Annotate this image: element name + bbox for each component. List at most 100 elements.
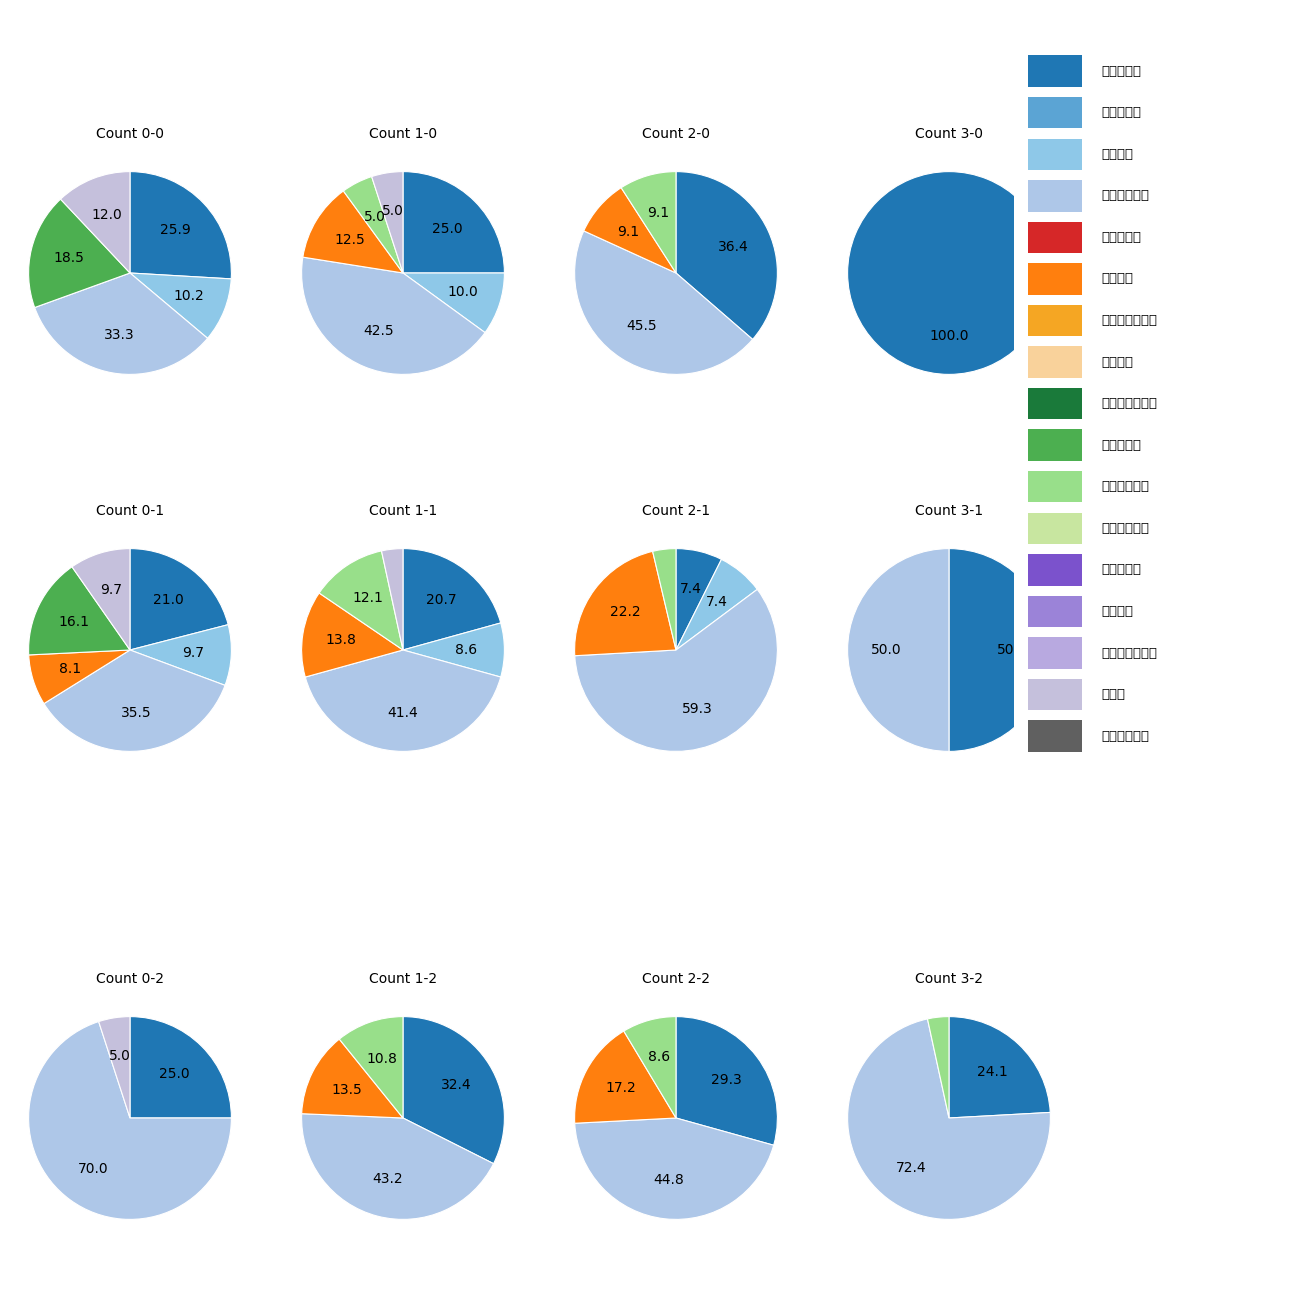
Wedge shape xyxy=(403,273,504,333)
Title: Count 3-0: Count 3-0 xyxy=(915,127,983,140)
Text: 43.2: 43.2 xyxy=(372,1171,403,1186)
Wedge shape xyxy=(676,559,758,650)
Title: Count 0-2: Count 0-2 xyxy=(96,972,164,985)
Text: 9.7: 9.7 xyxy=(182,646,204,660)
Text: 9.7: 9.7 xyxy=(100,582,122,597)
Text: 70.0: 70.0 xyxy=(78,1162,108,1176)
Text: 8.1: 8.1 xyxy=(58,662,81,676)
Wedge shape xyxy=(624,1017,676,1118)
Text: 18.5: 18.5 xyxy=(53,251,84,265)
Text: ストレート: ストレート xyxy=(1101,65,1141,78)
Text: 10.8: 10.8 xyxy=(367,1052,398,1066)
Wedge shape xyxy=(302,1114,494,1219)
Wedge shape xyxy=(72,549,130,650)
Bar xyxy=(1028,679,1082,710)
Text: 20.7: 20.7 xyxy=(425,593,456,607)
Text: 5.0: 5.0 xyxy=(382,204,404,218)
Text: 21.0: 21.0 xyxy=(153,593,183,607)
Text: 59.3: 59.3 xyxy=(682,702,712,716)
Wedge shape xyxy=(61,172,130,273)
Wedge shape xyxy=(403,1017,504,1164)
Text: 10.0: 10.0 xyxy=(447,286,478,299)
Text: 10.2: 10.2 xyxy=(173,290,204,303)
Text: 44.8: 44.8 xyxy=(654,1174,685,1187)
Text: 35.5: 35.5 xyxy=(121,706,152,720)
Bar xyxy=(1028,637,1082,668)
Text: 5.0: 5.0 xyxy=(109,1049,131,1063)
Bar xyxy=(1028,512,1082,545)
Wedge shape xyxy=(403,549,500,650)
Text: カーブ: カーブ xyxy=(1101,688,1126,701)
Text: 25.0: 25.0 xyxy=(159,1066,190,1080)
Wedge shape xyxy=(621,172,676,273)
Text: ナックル: ナックル xyxy=(1101,604,1134,617)
Title: Count 2-2: Count 2-2 xyxy=(642,972,710,985)
Text: 8.6: 8.6 xyxy=(649,1050,671,1065)
Text: 25.9: 25.9 xyxy=(160,222,191,237)
Text: スクリュー: スクリュー xyxy=(1101,563,1141,576)
Text: 50.0: 50.0 xyxy=(871,644,901,656)
Wedge shape xyxy=(302,593,403,677)
Wedge shape xyxy=(575,231,753,374)
Wedge shape xyxy=(302,1039,403,1118)
Wedge shape xyxy=(35,273,208,374)
Wedge shape xyxy=(343,177,403,273)
Title: Count 1-1: Count 1-1 xyxy=(369,504,437,517)
Text: パワーカーブ: パワーカーブ xyxy=(1101,521,1149,534)
Text: 24.1: 24.1 xyxy=(976,1065,1008,1079)
Text: 72.4: 72.4 xyxy=(896,1161,926,1175)
Text: ナックルカーブ: ナックルカーブ xyxy=(1101,646,1157,659)
Text: 12.1: 12.1 xyxy=(352,592,383,604)
Wedge shape xyxy=(848,1019,1050,1219)
Bar xyxy=(1028,387,1082,420)
Bar xyxy=(1028,181,1082,212)
Title: Count 3-2: Count 3-2 xyxy=(915,972,983,985)
Text: 42.5: 42.5 xyxy=(364,324,394,338)
Wedge shape xyxy=(44,650,225,751)
Bar xyxy=(1028,554,1082,585)
Text: スプリット: スプリット xyxy=(1101,231,1141,244)
Bar xyxy=(1028,304,1082,337)
Text: シンカー: シンカー xyxy=(1101,356,1134,369)
Wedge shape xyxy=(29,199,130,308)
Wedge shape xyxy=(306,650,500,751)
Wedge shape xyxy=(575,551,676,655)
Text: 16.1: 16.1 xyxy=(58,615,90,629)
Wedge shape xyxy=(29,1022,231,1219)
Wedge shape xyxy=(848,172,1050,374)
Title: Count 1-0: Count 1-0 xyxy=(369,127,437,140)
Wedge shape xyxy=(676,1017,777,1145)
Title: Count 3-1: Count 3-1 xyxy=(915,504,983,517)
Wedge shape xyxy=(130,172,231,280)
Text: 13.5: 13.5 xyxy=(332,1083,363,1097)
Wedge shape xyxy=(381,549,403,650)
Bar xyxy=(1028,56,1082,87)
Text: 7.4: 7.4 xyxy=(680,582,702,595)
Text: 高速スライダー: 高速スライダー xyxy=(1101,398,1157,411)
Wedge shape xyxy=(949,1017,1050,1118)
Text: 25.0: 25.0 xyxy=(432,221,463,235)
Text: 29.3: 29.3 xyxy=(711,1072,741,1087)
Wedge shape xyxy=(949,549,1050,751)
Text: シュート: シュート xyxy=(1101,148,1134,161)
Text: 32.4: 32.4 xyxy=(441,1078,472,1092)
Title: Count 0-1: Count 0-1 xyxy=(96,504,164,517)
Text: 5.0: 5.0 xyxy=(364,211,385,224)
Text: 22.2: 22.2 xyxy=(610,606,641,619)
Bar xyxy=(1028,98,1082,129)
Title: Count 1-2: Count 1-2 xyxy=(369,972,437,985)
Wedge shape xyxy=(130,1017,231,1118)
Wedge shape xyxy=(575,1118,774,1219)
Wedge shape xyxy=(676,549,722,650)
Text: 45.5: 45.5 xyxy=(627,318,658,333)
Bar xyxy=(1028,471,1082,503)
Title: Count 0-0: Count 0-0 xyxy=(96,127,164,140)
Bar xyxy=(1028,222,1082,254)
Wedge shape xyxy=(130,549,229,650)
Text: ツーシーム: ツーシーム xyxy=(1101,107,1141,120)
Wedge shape xyxy=(29,650,130,703)
Bar xyxy=(1028,595,1082,627)
Wedge shape xyxy=(302,257,485,374)
Text: 41.4: 41.4 xyxy=(387,706,419,720)
Wedge shape xyxy=(584,187,676,273)
